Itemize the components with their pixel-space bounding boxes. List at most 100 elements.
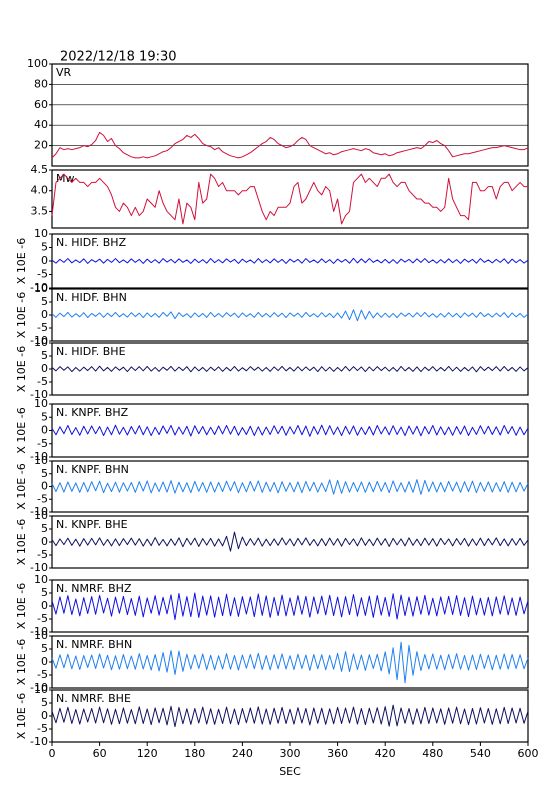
panel-frame <box>51 63 529 167</box>
y-tick-label: -5 <box>37 268 48 281</box>
y-axis-label: X 10E -6 <box>15 463 28 509</box>
y-tick-label: 10 <box>34 227 48 240</box>
x-tick-label: 600 <box>518 747 539 760</box>
y-tick-label: 20 <box>34 139 48 152</box>
y-tick-label: 5 <box>41 241 48 254</box>
x-tick-label: 540 <box>470 747 491 760</box>
y-tick-label: 0 <box>41 480 48 493</box>
y-tick-label: -5 <box>37 612 48 625</box>
panel-label: N. KNPF. BHN <box>56 463 129 476</box>
panel-label: N. NMRF. BHE <box>56 692 131 705</box>
y-tick-label: 10 <box>34 454 48 467</box>
y-tick-label: 0 <box>41 308 48 321</box>
y-tick-label: 5 <box>41 642 48 655</box>
panel-label: N. HIDF. BHZ <box>56 236 127 249</box>
y-tick-label: -5 <box>37 321 48 334</box>
y-axis-label: X 10E -6 <box>15 519 28 565</box>
chart-title: 2022/12/18 19:30 <box>60 50 177 65</box>
x-tick-label: 420 <box>375 747 396 760</box>
y-tick-label: -10 <box>30 334 48 347</box>
y-tick-label: -5 <box>37 492 48 505</box>
y-tick-label: -10 <box>30 388 48 401</box>
x-tick-label: 240 <box>232 747 253 760</box>
panel-label: Mw <box>56 172 75 185</box>
panel-label: N. KNPF. BHE <box>56 518 128 531</box>
y-tick-label: 10 <box>34 509 48 522</box>
y-tick-label: 100 <box>27 57 48 70</box>
y-tick-label: 4.5 <box>31 163 49 176</box>
trace-line <box>51 479 529 495</box>
y-tick-label: -10 <box>30 281 48 294</box>
y-tick-label: 0 <box>41 424 48 437</box>
y-tick-label: 0 <box>41 655 48 668</box>
y-tick-label: 5 <box>41 410 48 423</box>
x-axis-label: SEC <box>279 765 301 778</box>
trace-line <box>51 173 528 225</box>
panel-label: VR <box>56 66 72 79</box>
y-tick-label: 0 <box>41 599 48 612</box>
x-tick-label: 60 <box>93 747 107 760</box>
x-tick-label: 180 <box>184 747 205 760</box>
y-tick-label: -5 <box>37 548 48 561</box>
panel-label: N. NMRF. BHZ <box>56 582 132 595</box>
y-tick-label: 40 <box>34 118 48 131</box>
y-tick-label: -10 <box>30 735 48 748</box>
trace-line <box>51 531 529 552</box>
x-tick-label: 480 <box>422 747 443 760</box>
y-tick-label: 0 <box>41 535 48 548</box>
y-tick-label: 80 <box>34 77 48 90</box>
x-tick-label: 300 <box>280 747 301 760</box>
trace-line <box>51 641 529 684</box>
y-axis-label: X 10E -6 <box>15 238 28 284</box>
x-tick-label: 0 <box>49 747 56 760</box>
y-axis-label: X 10E -6 <box>15 292 28 338</box>
panel-label: N. NMRF. BHN <box>56 638 132 651</box>
y-tick-label: 10 <box>34 683 48 696</box>
panel-label: N. KNPF. BHZ <box>56 406 129 419</box>
y-tick-label: -10 <box>30 625 48 638</box>
trace-line <box>51 592 529 621</box>
panel-label: N. HIDF. BHN <box>56 291 127 304</box>
trace-line <box>51 257 529 264</box>
y-tick-label: 60 <box>34 98 48 111</box>
y-tick-label: 10 <box>34 336 48 349</box>
x-tick-label: 360 <box>327 747 348 760</box>
y-tick-label: 4.0 <box>31 184 49 197</box>
y-tick-label: 10 <box>34 629 48 642</box>
trace-line <box>51 309 529 322</box>
y-tick-label: 10 <box>34 397 48 410</box>
y-tick-label: 5 <box>41 295 48 308</box>
y-axis-label: X 10E -6 <box>15 407 28 453</box>
y-tick-label: 10 <box>34 573 48 586</box>
panel-label: N. HIDF. BHE <box>56 345 126 358</box>
y-tick-label: 5 <box>41 349 48 362</box>
y-tick-label: 5 <box>41 467 48 480</box>
trace-line <box>51 704 529 728</box>
trace-line <box>51 365 529 373</box>
y-axis-label: X 10E -6 <box>15 346 28 392</box>
y-tick-label: -5 <box>37 437 48 450</box>
y-tick-label: -5 <box>37 722 48 735</box>
y-axis-label: X 10E -6 <box>15 583 28 629</box>
y-tick-label: -10 <box>30 561 48 574</box>
y-tick-label: 5 <box>41 696 48 709</box>
y-axis-label: X 10E -6 <box>15 639 28 685</box>
y-tick-label: 0 <box>41 362 48 375</box>
y-tick-label: -5 <box>37 375 48 388</box>
y-axis-label: X 10E -6 <box>15 693 28 739</box>
y-tick-label: -10 <box>30 450 48 463</box>
y-tick-label: -5 <box>37 668 48 681</box>
y-tick-label: 5 <box>41 522 48 535</box>
trace-line <box>51 424 529 437</box>
y-tick-label: 0 <box>41 709 48 722</box>
y-tick-label: 3.5 <box>31 204 49 217</box>
trace-line <box>51 131 529 159</box>
y-tick-label: -10 <box>30 505 48 518</box>
y-tick-label: -10 <box>30 681 48 694</box>
y-tick-label: 10 <box>34 282 48 295</box>
panel-frame <box>51 169 529 229</box>
x-tick-label: 120 <box>137 747 158 760</box>
y-tick-label: 0 <box>41 254 48 267</box>
y-tick-label: 5 <box>41 586 48 599</box>
